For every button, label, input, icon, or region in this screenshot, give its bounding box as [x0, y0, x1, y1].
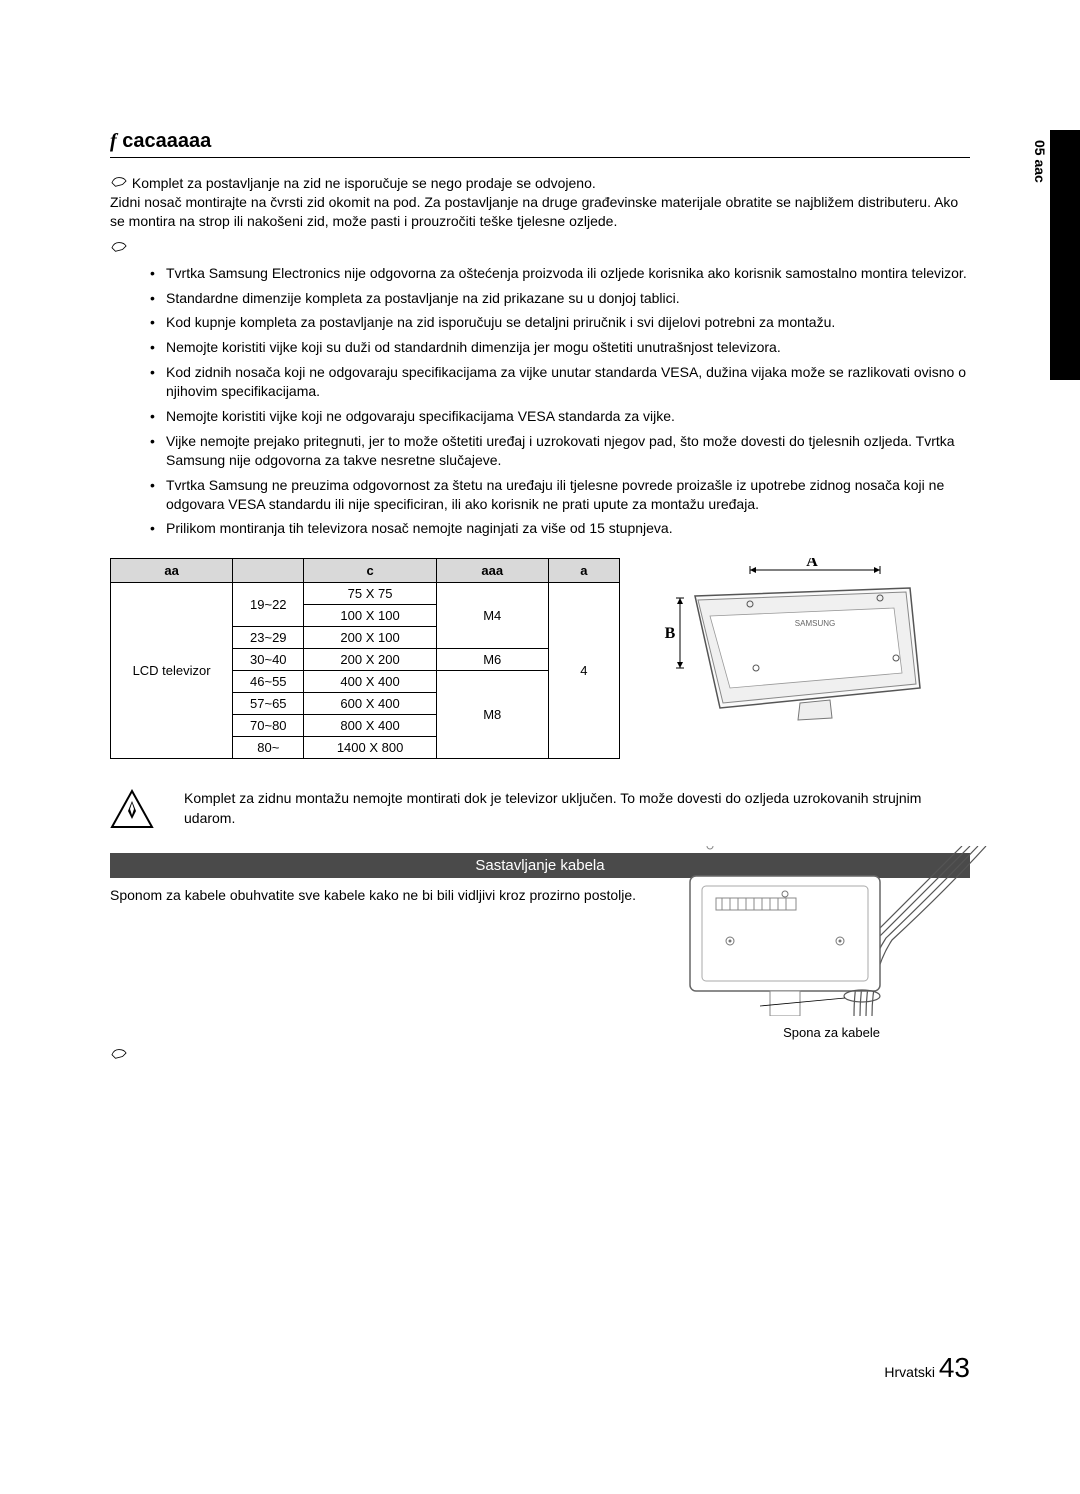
bullet-item: Kod kupnje kompleta za postavljanje na z… — [150, 313, 970, 332]
th: a — [548, 559, 619, 583]
cell: 600 X 400 — [304, 693, 436, 715]
svg-text:A: A — [806, 558, 818, 570]
cell: 4 — [548, 583, 619, 759]
cell: M8 — [436, 671, 548, 759]
svg-text:SAMSUNG: SAMSUNG — [795, 619, 835, 628]
spec-table: aa c aaa a LCD televizor 19~22 75 X 75 M… — [110, 558, 620, 759]
note-icon-3 — [110, 1046, 970, 1065]
cell: 19~22 — [233, 583, 304, 627]
table-row: LCD televizor 19~22 75 X 75 M4 4 — [111, 583, 620, 605]
intro-note: Komplet za postavljanje na zid ne isporu… — [110, 174, 970, 193]
section-prefix: f — [110, 130, 117, 152]
section-title-text: cacaaaaa — [122, 130, 211, 152]
cell: 46~55 — [233, 671, 304, 693]
warning-row: Komplet za zidnu montažu nemojte montira… — [110, 789, 970, 829]
cell: 1400 X 800 — [304, 737, 436, 759]
cell: 800 X 400 — [304, 715, 436, 737]
note-icon — [110, 174, 128, 193]
footer-lang: Hrvatski — [884, 1364, 935, 1380]
cable-caption: Spona za kabele — [630, 1025, 990, 1040]
warning-text: Komplet za zidnu montažu nemojte montira… — [184, 789, 970, 828]
note1-text: Komplet za postavljanje na zid ne isporu… — [132, 175, 596, 191]
th: aaa — [436, 559, 548, 583]
th: c — [304, 559, 436, 583]
bullet-item: Nemojte koristiti vijke koji su duži od … — [150, 338, 970, 357]
bullet-item: Standardne dimenzije kompleta za postavl… — [150, 289, 970, 308]
cell: 200 X 200 — [304, 649, 436, 671]
section-title: f cacaaaaa — [110, 130, 970, 158]
table-header-row: aa c aaa a — [111, 559, 620, 583]
cell: 400 X 400 — [304, 671, 436, 693]
th: aa — [111, 559, 233, 583]
bullet-list: Tvrtka Samsung Electronics nije odgovorn… — [110, 264, 970, 539]
table-diagram-row: aa c aaa a LCD televizor 19~22 75 X 75 M… — [110, 558, 970, 759]
bullet-item: Tvrtka Samsung ne preuzima odgovornost z… — [150, 476, 970, 514]
page-footer: Hrvatski 43 — [884, 1352, 970, 1384]
cell: M6 — [436, 649, 548, 671]
cell: 100 X 100 — [304, 605, 436, 627]
cell: 57~65 — [233, 693, 304, 715]
cell: 75 X 75 — [304, 583, 436, 605]
cell: 23~29 — [233, 627, 304, 649]
cell: 200 X 100 — [304, 627, 436, 649]
cell: M4 — [436, 583, 548, 649]
bullet-item: Tvrtka Samsung Electronics nije odgovorn… — [150, 264, 970, 283]
footer-page: 43 — [939, 1352, 970, 1383]
cell: 80~ — [233, 737, 304, 759]
svg-text:B: B — [665, 625, 676, 642]
th — [233, 559, 304, 583]
intro-paragraph: Zidni nosač montirajte na čvrsti zid oko… — [110, 193, 970, 231]
cell: 70~80 — [233, 715, 304, 737]
product-cell: LCD televizor — [111, 583, 233, 759]
bullet-item: Prilikom montiranja tih televizora nosač… — [150, 519, 970, 538]
tv-mounting-diagram: A B SAMSUNG — [650, 558, 970, 738]
cell: 30~40 — [233, 649, 304, 671]
warning-icon — [110, 789, 154, 829]
note-icon-2 — [110, 239, 970, 258]
bullet-item: Nemojte koristiti vijke koji ne odgovara… — [150, 407, 970, 426]
bullet-item: Kod zidnih nosača koji ne odgovaraju spe… — [150, 363, 970, 401]
bullet-item: Vijke nemojte prejako pritegnuti, jer to… — [150, 432, 970, 470]
cable-diagram: Spona za kabele — [630, 846, 990, 1040]
